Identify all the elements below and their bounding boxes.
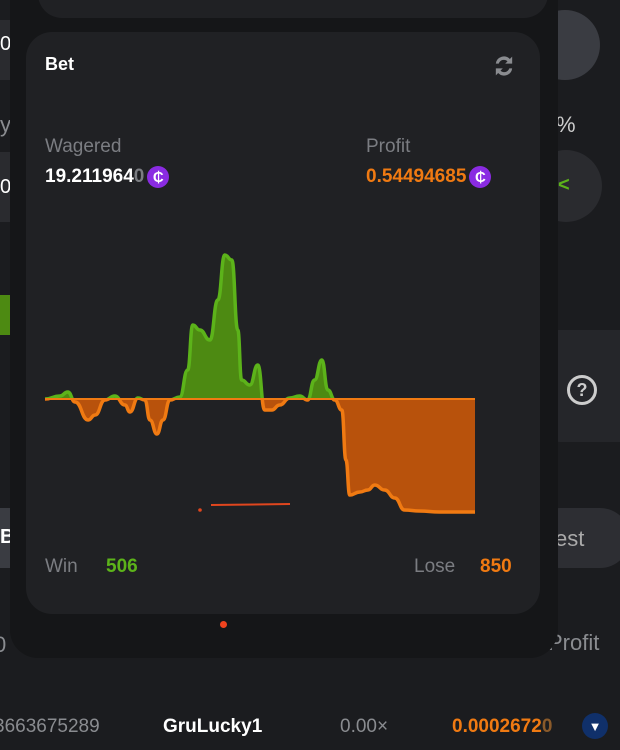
profit-label: Profit	[366, 136, 411, 157]
lose-area	[45, 399, 475, 512]
bg-text: 0	[0, 632, 7, 657]
payout-value: 0.0002672	[452, 716, 542, 737]
chevron-left-icon[interactable]: <	[558, 174, 570, 196]
bet-multiplier: 0.00×	[340, 716, 389, 737]
wagered-value: 19.2119640 ₵	[45, 166, 170, 188]
coin-icon: ₵	[147, 166, 170, 188]
bet-user[interactable]: GruLucky1	[163, 716, 263, 737]
payout-dim: 0	[541, 716, 553, 737]
win-count: 506	[106, 556, 138, 577]
win-line	[44, 253, 337, 399]
page-indicator-dot[interactable]	[220, 621, 227, 628]
bg-green-area	[0, 295, 12, 335]
win-label: Win	[45, 556, 78, 577]
wagered-dim: 0	[133, 166, 145, 187]
bet-payout: 0.00026720	[452, 716, 552, 738]
bg-text: 0	[0, 33, 12, 55]
top-card	[38, 0, 548, 18]
bet-row[interactable]: 3663675289 GruLucky1 0.00× 0.00026720 ▼	[0, 713, 620, 744]
wagered-label: Wagered	[45, 136, 122, 157]
refresh-icon[interactable]	[490, 52, 518, 80]
bg-text: y	[0, 112, 11, 137]
bet-id: 3663675289	[0, 716, 100, 737]
cursor-dot	[198, 508, 202, 512]
currency-icon: ▼	[582, 713, 608, 739]
lose-label: Lose	[414, 556, 456, 577]
cursor-marker	[210, 503, 291, 506]
profit-amount: 0.54494685	[366, 166, 467, 187]
bg-input-left	[0, 152, 12, 222]
bg-text: est	[555, 526, 585, 551]
lose-line	[45, 399, 475, 514]
bet-stats-card: Bet Wagered 19.2119640 ₵ Profit 0.5449468…	[26, 32, 540, 614]
bg-text: %	[556, 112, 576, 137]
wagered-amount: 19.211964	[45, 166, 134, 187]
bg-bet-button[interactable]	[0, 508, 12, 568]
bg-input-left	[0, 20, 12, 80]
coin-icon: ₵	[469, 166, 492, 188]
help-icon[interactable]: ?	[567, 375, 597, 405]
card-title: Bet	[45, 54, 75, 74]
lose-count: 850	[480, 556, 512, 577]
profit-value: 0.54494685 ₵	[366, 166, 492, 188]
help-glyph: ?	[576, 379, 588, 400]
